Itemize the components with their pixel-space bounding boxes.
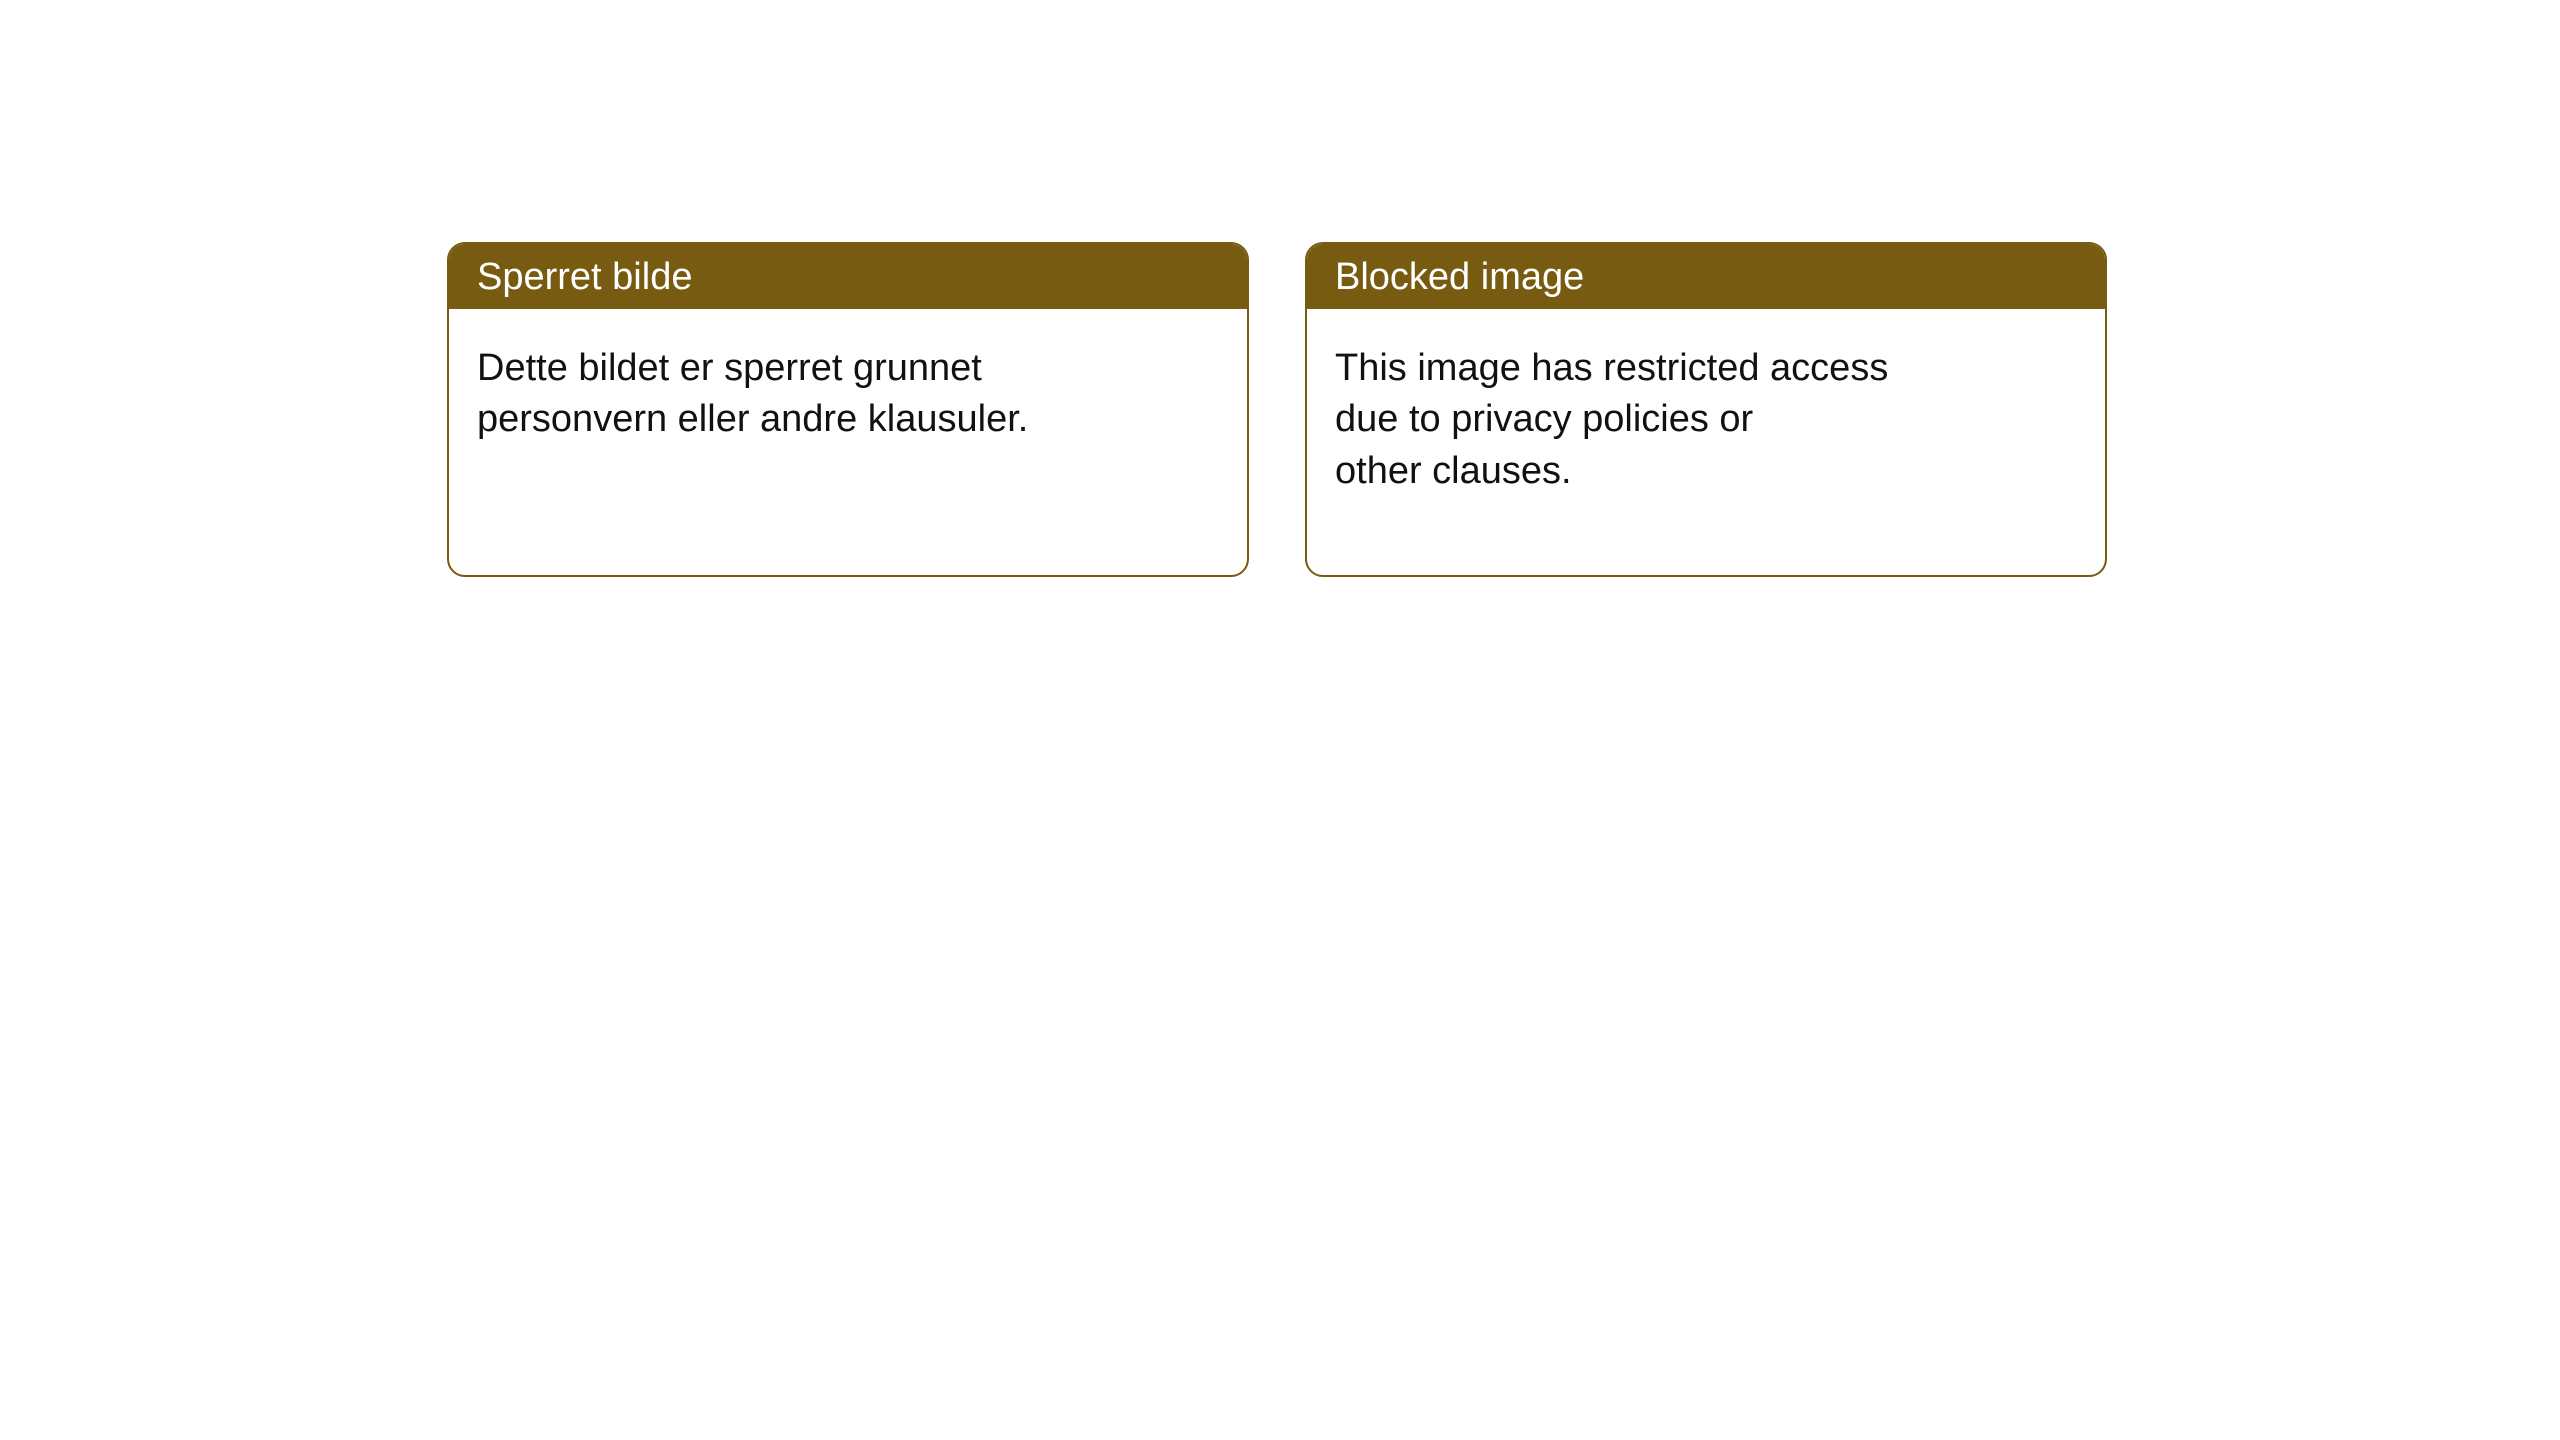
card-title-no: Sperret bilde — [477, 256, 692, 298]
blocked-image-card-en: Blocked image This image has restricted … — [1305, 242, 2107, 577]
card-body-line: personvern eller andre klausuler. — [477, 394, 1219, 445]
card-header-en: Blocked image — [1307, 244, 2105, 309]
card-body-line: Dette bildet er sperret grunnet — [477, 343, 1219, 394]
card-body-line: other clauses. — [1335, 446, 2077, 497]
card-body-line: This image has restricted access — [1335, 343, 2077, 394]
card-title-en: Blocked image — [1335, 256, 1584, 298]
card-header-no: Sperret bilde — [449, 244, 1247, 309]
blocked-image-notice-container: Sperret bilde Dette bildet er sperret gr… — [447, 242, 2107, 577]
blocked-image-card-no: Sperret bilde Dette bildet er sperret gr… — [447, 242, 1249, 577]
card-body-no: Dette bildet er sperret grunnet personve… — [449, 309, 1247, 474]
card-body-line: due to privacy policies or — [1335, 394, 2077, 445]
card-body-en: This image has restricted access due to … — [1307, 309, 2105, 525]
